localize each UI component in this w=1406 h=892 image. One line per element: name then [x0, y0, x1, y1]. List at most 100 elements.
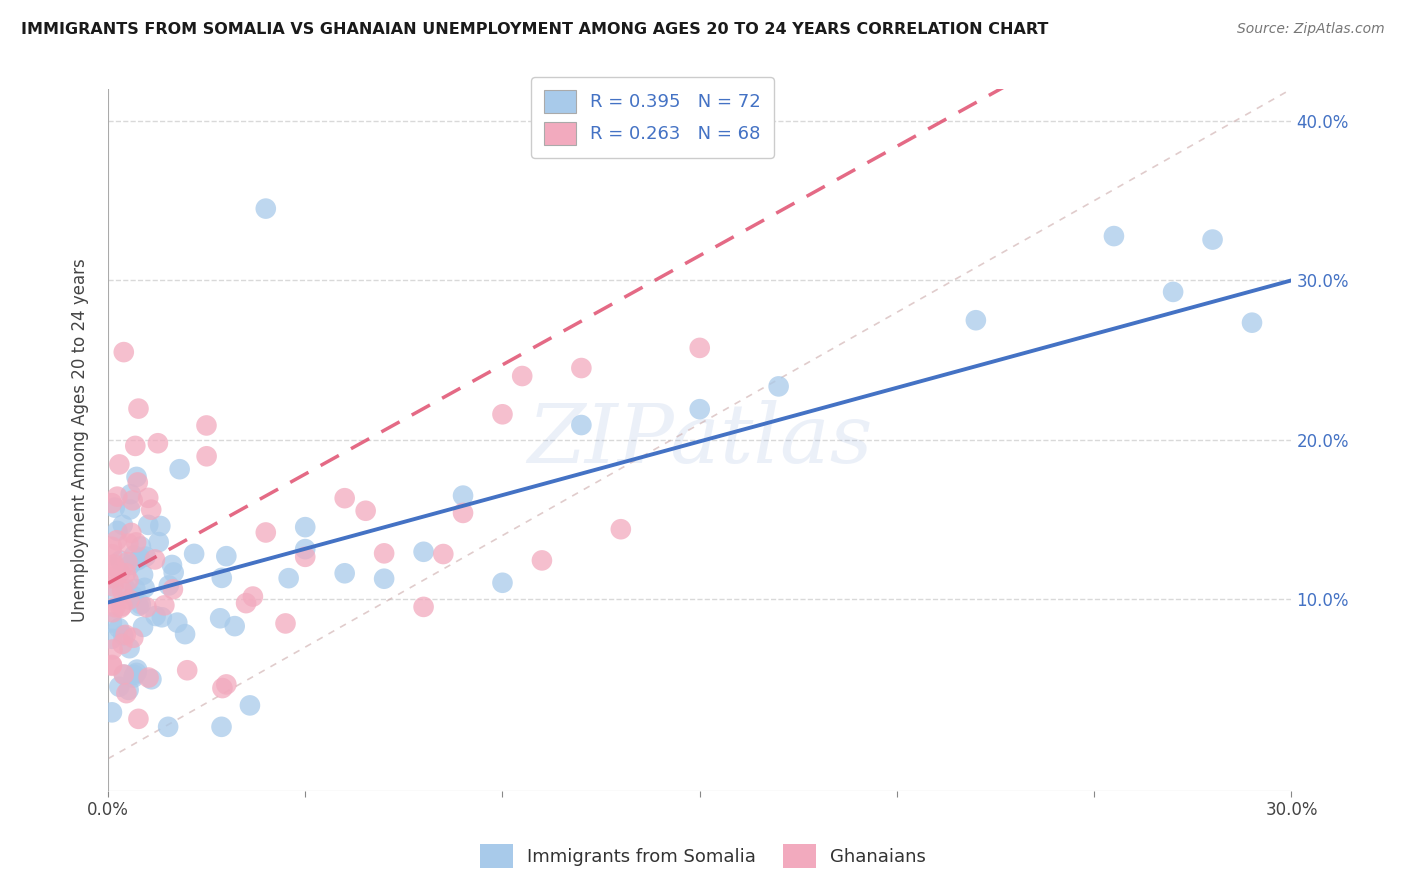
Point [141, 673, 163, 687]
Point [183, 547, 205, 561]
Point [105, 490, 128, 504]
Point [134, 581, 156, 595]
Point [103, 558, 125, 572]
Point [120, 525, 142, 540]
Point [124, 668, 146, 682]
Point [224, 619, 246, 633]
Point [610, 522, 633, 536]
Point [163, 566, 186, 580]
Point [104, 500, 127, 515]
Point [101, 615, 124, 630]
Point [195, 418, 218, 433]
Point [112, 667, 135, 681]
Text: Source: ZipAtlas.com: Source: ZipAtlas.com [1237, 22, 1385, 37]
Point [569, 418, 592, 433]
Point [689, 402, 711, 417]
Point [530, 553, 553, 567]
Point [112, 345, 135, 359]
Point [108, 680, 131, 694]
Point [149, 519, 172, 533]
Point [121, 493, 143, 508]
Point [124, 582, 146, 596]
Point [117, 536, 139, 550]
Point [162, 582, 184, 597]
Point [174, 627, 197, 641]
Point [115, 686, 138, 700]
Point [114, 582, 136, 597]
Point [136, 491, 159, 505]
Point [491, 407, 513, 421]
Point [101, 567, 124, 582]
Point [128, 599, 150, 613]
Point [294, 542, 316, 557]
Point [373, 546, 395, 560]
Point [277, 571, 299, 585]
Point [138, 671, 160, 685]
Point [689, 341, 711, 355]
Point [169, 462, 191, 476]
Point [108, 458, 131, 472]
Point [101, 657, 124, 672]
Point [111, 517, 134, 532]
Point [101, 547, 124, 561]
Point [117, 555, 139, 569]
Point [209, 611, 232, 625]
Point [451, 489, 474, 503]
Point [101, 496, 124, 510]
Point [242, 590, 264, 604]
Point [127, 553, 149, 567]
Point [157, 720, 180, 734]
Point [107, 524, 129, 538]
Point [1201, 233, 1223, 247]
Point [157, 578, 180, 592]
Legend: R = 0.395   N = 72, R = 0.263   N = 68: R = 0.395 N = 72, R = 0.263 N = 68 [531, 77, 773, 158]
Point [129, 540, 152, 554]
Point [108, 566, 131, 580]
Point [143, 552, 166, 566]
Point [451, 506, 474, 520]
Point [105, 533, 128, 548]
Point [129, 597, 152, 611]
Point [125, 535, 148, 549]
Point [127, 401, 149, 416]
Point [111, 583, 134, 598]
Point [412, 545, 434, 559]
Point [132, 620, 155, 634]
Point [122, 589, 145, 603]
Point [101, 571, 124, 585]
Text: ZIPatlas: ZIPatlas [527, 400, 873, 480]
Point [112, 667, 135, 681]
Point [129, 551, 152, 566]
Point [125, 663, 148, 677]
Point [145, 609, 167, 624]
Point [110, 553, 132, 567]
Point [118, 502, 141, 516]
Point [176, 663, 198, 677]
Point [160, 558, 183, 572]
Point [118, 558, 141, 572]
Point [146, 436, 169, 450]
Point [211, 681, 233, 695]
Text: IMMIGRANTS FROM SOMALIA VS GHANAIAN UNEMPLOYMENT AMONG AGES 20 TO 24 YEARS CORRE: IMMIGRANTS FROM SOMALIA VS GHANAIAN UNEM… [21, 22, 1049, 37]
Point [333, 491, 356, 506]
Point [333, 566, 356, 581]
Point [111, 599, 134, 613]
Point [153, 599, 176, 613]
Point [104, 600, 127, 615]
Point [111, 637, 134, 651]
Point [114, 628, 136, 642]
Point [103, 579, 125, 593]
Point [122, 549, 145, 563]
Point [117, 682, 139, 697]
Point [110, 600, 132, 615]
Point [101, 706, 124, 720]
Point [965, 313, 987, 327]
Point [1102, 229, 1125, 244]
Point [768, 379, 790, 393]
Point [101, 642, 124, 657]
Y-axis label: Unemployment Among Ages 20 to 24 years: Unemployment Among Ages 20 to 24 years [72, 258, 89, 622]
Point [132, 567, 155, 582]
Point [354, 504, 377, 518]
Point [254, 202, 277, 216]
Point [235, 596, 257, 610]
